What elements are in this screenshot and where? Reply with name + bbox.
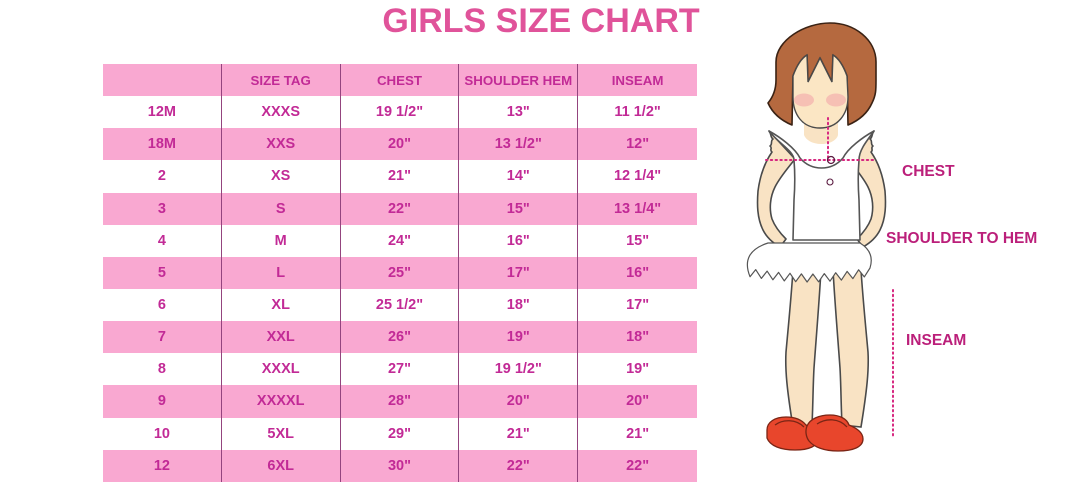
- svg-text:INSEAM: INSEAM: [906, 332, 966, 349]
- svg-text:CHEST: CHEST: [902, 163, 955, 180]
- svg-text:SHOULDER TO HEM: SHOULDER TO HEM: [886, 230, 1037, 247]
